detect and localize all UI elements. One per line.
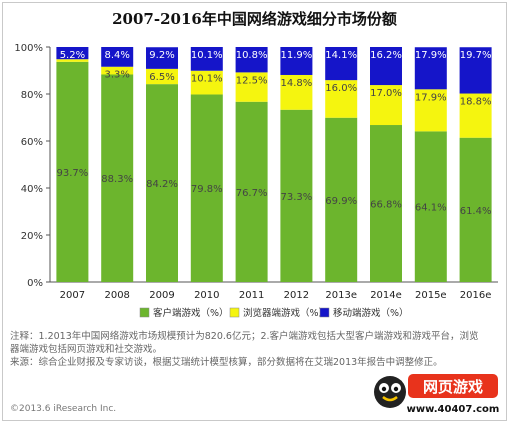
- x-tick-label: 2012: [284, 290, 309, 301]
- data-label: 10.1%: [191, 74, 223, 85]
- bar-segment: [56, 59, 89, 62]
- y-tick-label: 60%: [21, 137, 43, 148]
- data-label: 11.9%: [281, 50, 313, 61]
- data-label: 76.7%: [236, 188, 268, 199]
- bar-segment: [459, 93, 492, 138]
- bar-segment: [280, 47, 313, 75]
- x-tick-label: 2007: [60, 290, 85, 301]
- bar-segment: [235, 72, 268, 102]
- data-label: 79.8%: [191, 184, 223, 195]
- data-label: 64.1%: [415, 203, 447, 214]
- data-label: 69.9%: [325, 196, 357, 207]
- data-label: 17.9%: [415, 92, 447, 103]
- legend-label: 移动端游戏（%）: [333, 307, 409, 319]
- legend-swatch: [139, 307, 150, 318]
- data-label: 88.3%: [101, 174, 133, 185]
- data-label: 18.8%: [460, 97, 492, 108]
- bar-segment: [459, 137, 492, 282]
- data-label: 61.4%: [460, 206, 492, 217]
- y-tick-label: 40%: [21, 184, 43, 195]
- legend-label: 客户端游戏（%）: [153, 307, 229, 319]
- bar-segment: [101, 66, 134, 75]
- bar-segment: [414, 47, 447, 90]
- y-tick-label: 100%: [14, 43, 43, 54]
- x-tick-label: 2014e: [370, 290, 402, 301]
- bar-segment: [235, 101, 268, 282]
- bar-segment: [280, 109, 313, 283]
- data-label: 9.2%: [149, 50, 174, 61]
- site-logo: 网页游戏 www.40407.com: [374, 374, 500, 415]
- bar-segment: [370, 85, 402, 126]
- bar-segment: [235, 47, 268, 73]
- bar-segment: [146, 68, 178, 85]
- data-label: 17.9%: [415, 50, 447, 61]
- bar-segment: [146, 84, 178, 282]
- data-label: 73.3%: [281, 192, 313, 203]
- data-label: 8.4%: [104, 50, 129, 61]
- bar-segment: [370, 47, 402, 86]
- copyright-text: ©2013.6 iResearch Inc.: [10, 404, 117, 414]
- logo-url: www.40407.com: [407, 404, 500, 415]
- x-tick-label: 2009: [149, 290, 174, 301]
- bar-segment: [56, 47, 89, 60]
- data-label: 6.5%: [149, 72, 174, 83]
- x-tick-label: 2015e: [415, 290, 447, 301]
- bar-segment: [325, 117, 358, 282]
- bar-segment: [190, 94, 223, 282]
- x-tick-label: 2010: [194, 290, 219, 301]
- data-label: 93.7%: [57, 168, 89, 179]
- x-tick-label: 2013e: [325, 290, 357, 301]
- data-label: 5.2%: [60, 50, 85, 61]
- bar-segment: [190, 70, 223, 95]
- data-label: 16.0%: [325, 83, 357, 94]
- logo-text: 网页游戏: [423, 378, 483, 396]
- data-label: 12.5%: [236, 75, 268, 86]
- bar-segment: [414, 131, 447, 282]
- bar-segment: [190, 47, 223, 71]
- data-label: 14.8%: [281, 78, 313, 89]
- data-label: 19.7%: [460, 50, 492, 61]
- note-source: 来源：综合企业财报及专家访谈，根据艾瑞统计模型核算，部分数据将在艾瑞2013年报…: [10, 357, 443, 368]
- chart-title: 2007-2016年中国网络游戏细分市场份额: [112, 10, 397, 28]
- legend-label: 浏览器端游戏（%）: [243, 307, 328, 319]
- bar-segment: [459, 47, 492, 94]
- x-tick-label: 2008: [104, 290, 129, 301]
- bar-segment: [325, 80, 358, 118]
- legend-swatch: [319, 307, 330, 318]
- bar-segment: [414, 89, 447, 132]
- legend-swatch: [229, 307, 240, 318]
- data-label: 66.8%: [370, 200, 402, 211]
- bar-segment: [101, 74, 134, 283]
- y-tick-label: 0%: [27, 278, 43, 289]
- x-tick-label: 2016e: [460, 290, 492, 301]
- bar-segment: [325, 47, 358, 81]
- stacked-bar-chart: 0% 20% 40% 60% 80% 100% 93.7% 5.2% 2007 88.3% 3.3…: [14, 43, 498, 319]
- mascot-icon: [374, 376, 406, 408]
- data-label: 17.0%: [370, 88, 402, 99]
- bar-segment: [146, 47, 178, 69]
- note-1: 注释：1.2013年中国网络游戏市场规模预计为820.6亿元；2.客户端游戏包括…: [10, 331, 479, 355]
- bar-segment: [370, 125, 402, 283]
- x-tick-label: 2011: [239, 290, 264, 301]
- bar-segment: [280, 74, 313, 110]
- bar-segment: [56, 61, 89, 283]
- data-label: 16.2%: [370, 50, 402, 61]
- chart-notes: 注释：1.2013年中国网络游戏市场规模预计为820.6亿元；2.客户端游戏包括…: [10, 330, 480, 369]
- y-tick-label: 20%: [21, 231, 43, 242]
- data-label: 14.1%: [325, 50, 357, 61]
- data-label: 10.1%: [191, 50, 223, 61]
- data-label: 3.3%: [104, 70, 129, 81]
- y-tick-label: 80%: [21, 90, 43, 101]
- data-label: 84.2%: [146, 179, 178, 190]
- data-label: 10.8%: [236, 50, 268, 61]
- bar-segment: [101, 47, 134, 67]
